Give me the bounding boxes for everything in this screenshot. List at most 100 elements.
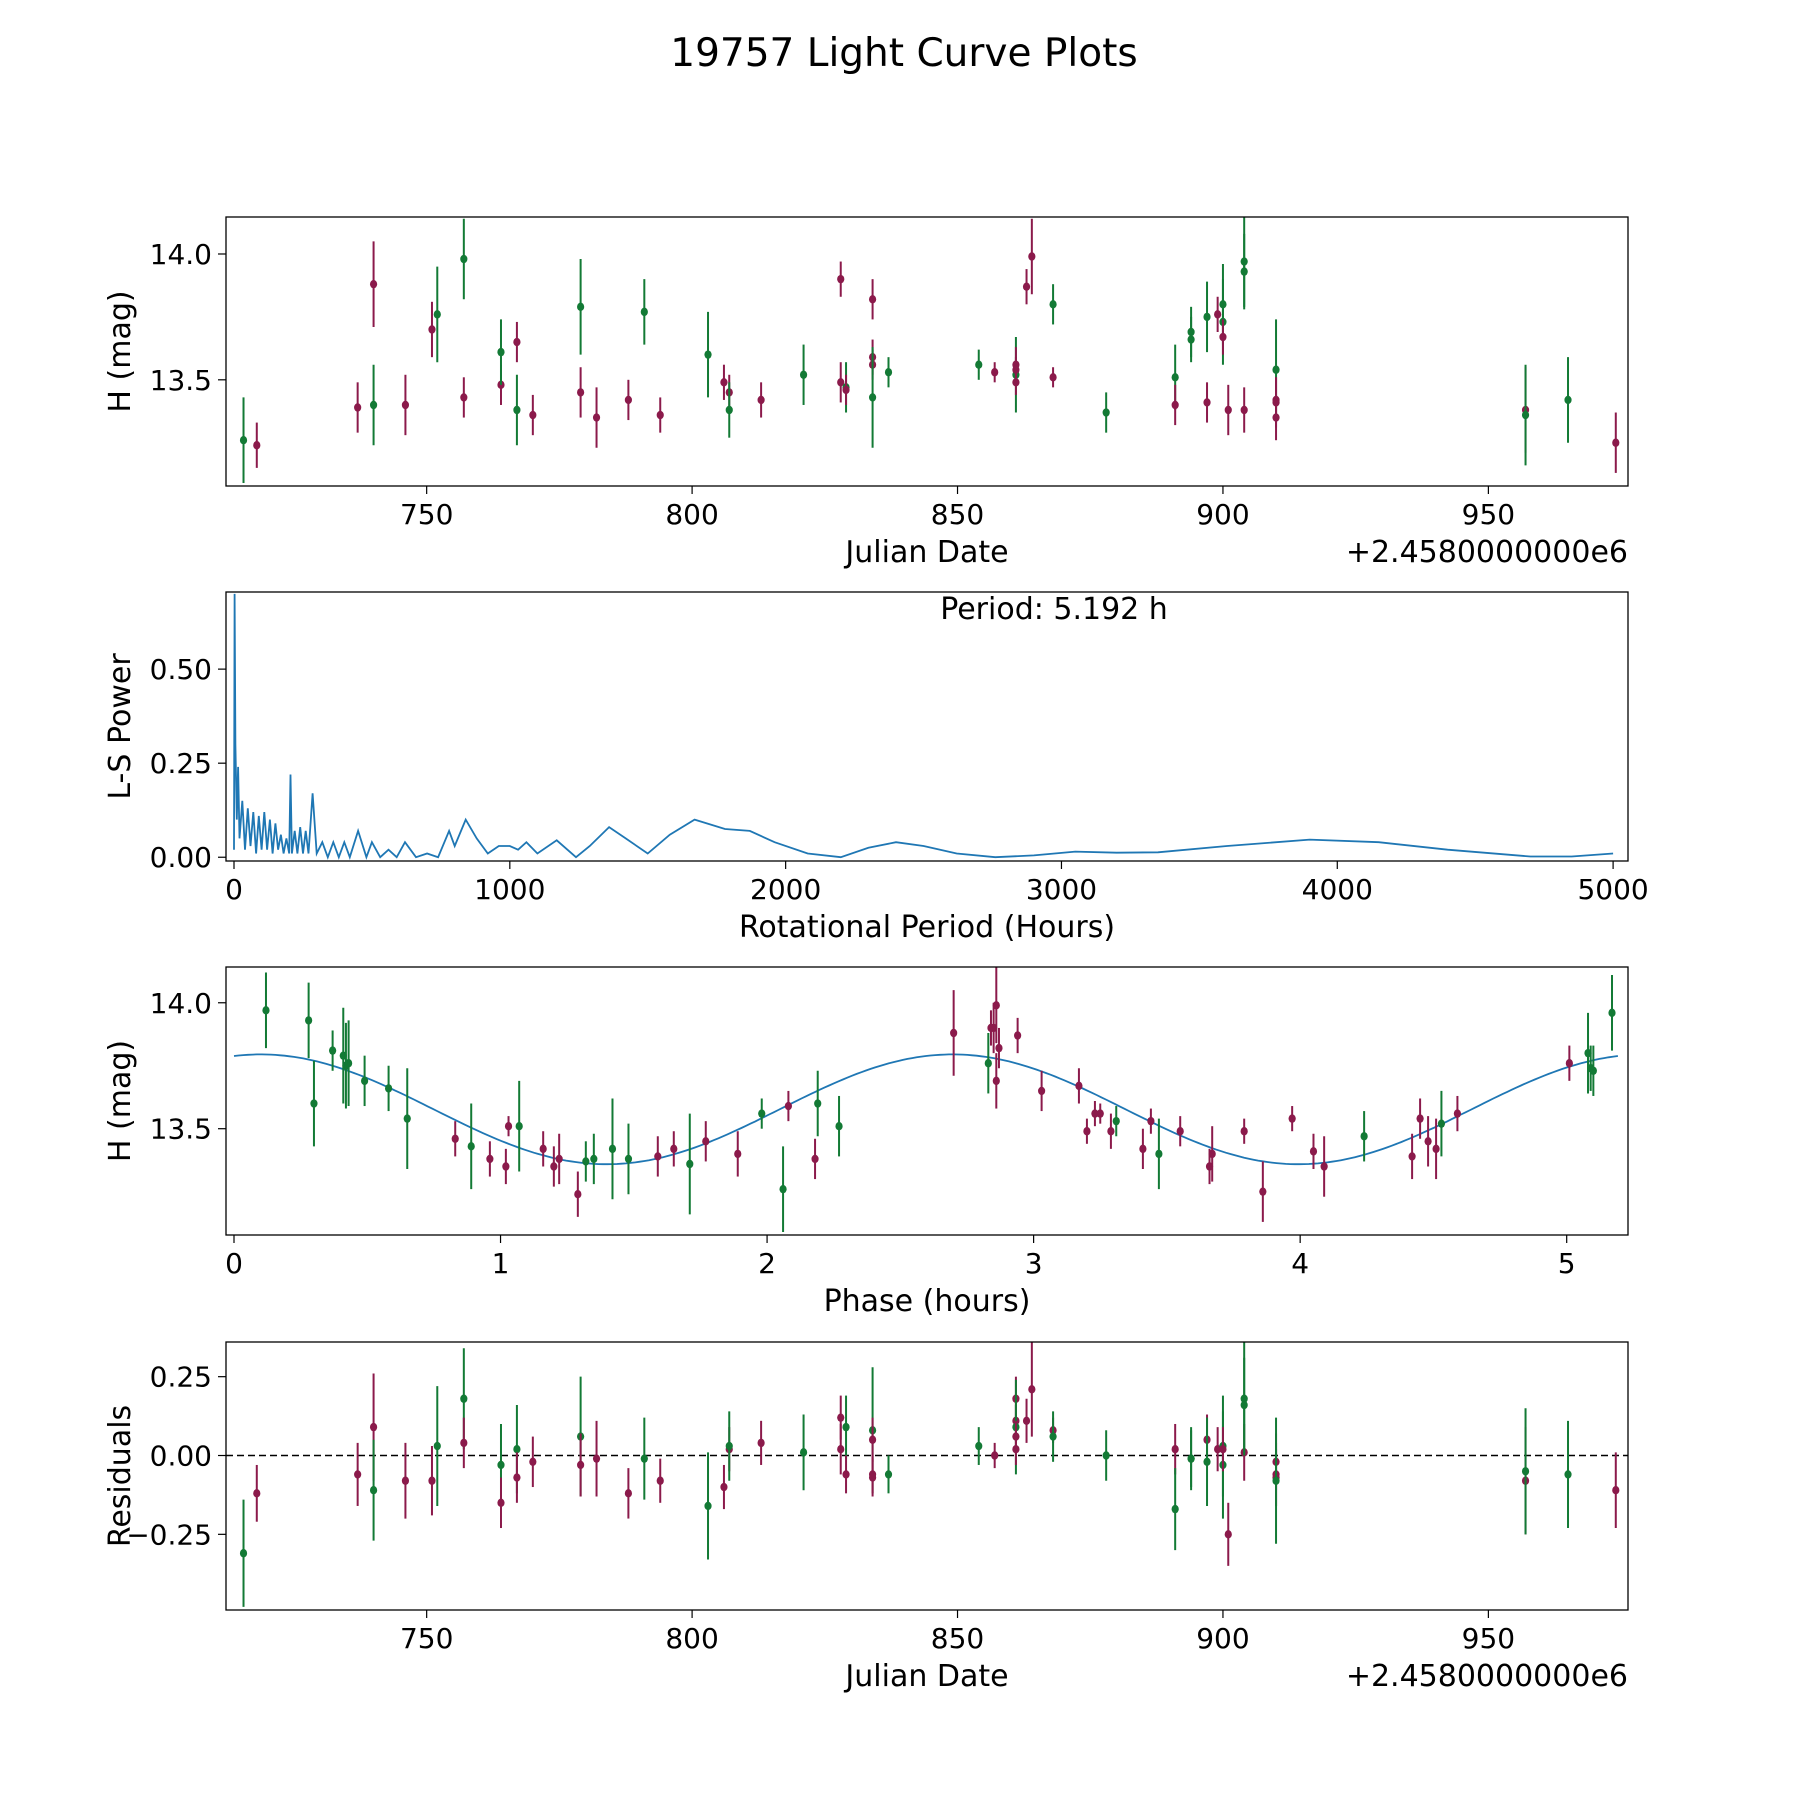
- data-point: [486, 1154, 494, 1164]
- data-point: [1012, 1445, 1020, 1454]
- data-point: [1203, 398, 1211, 407]
- data-point: [1083, 1127, 1091, 1136]
- data-point: [253, 1489, 261, 1498]
- plot-area: [233, 593, 1614, 860]
- y-tick-label: 14.0: [150, 238, 212, 271]
- data-point: [784, 1101, 792, 1111]
- data-point: [640, 1454, 648, 1463]
- x-tick-label: 2: [758, 1247, 776, 1280]
- data-point: [1028, 252, 1036, 261]
- data-point: [757, 1438, 765, 1448]
- light-curve-panel: 750 800 850 900 950 13.5 14.0 Julian Date H (mag…: [103, 216, 1629, 570]
- data-point: [539, 1144, 547, 1154]
- data-point: [529, 1457, 537, 1467]
- plot-area: [226, 1342, 1628, 1607]
- data-point: [550, 1162, 558, 1171]
- x-offset-text: +2.4580000000e6: [1346, 535, 1628, 570]
- data-point: [1107, 1127, 1115, 1136]
- data-point: [608, 1144, 617, 1154]
- data-point: [686, 1159, 694, 1169]
- data-point: [757, 395, 765, 405]
- data-point: [868, 1473, 877, 1482]
- data-point: [305, 1016, 313, 1025]
- data-point: [401, 1476, 410, 1485]
- data-point: [1022, 1416, 1031, 1426]
- data-point: [590, 1154, 598, 1164]
- y-tick-label: 14.0: [150, 987, 212, 1020]
- x-tick-label: 5000: [1577, 873, 1648, 906]
- data-point: [1432, 1144, 1440, 1154]
- data-point: [460, 1394, 468, 1403]
- y-tick-label: 0.50: [150, 653, 212, 686]
- data-point: [884, 1470, 893, 1479]
- data-point: [1272, 365, 1280, 374]
- data-point: [991, 368, 999, 377]
- data-point: [1049, 1432, 1057, 1441]
- x-tick-label: 850: [931, 498, 984, 531]
- x-tick-label: 4: [1291, 1247, 1309, 1280]
- data-point: [868, 393, 877, 402]
- y-axis-label: H (mag): [103, 1040, 138, 1162]
- data-point: [460, 393, 468, 402]
- data-point: [354, 403, 362, 412]
- data-point: [467, 1142, 475, 1151]
- data-point: [1155, 1149, 1163, 1159]
- y-tick-label: 0.25: [150, 1361, 212, 1394]
- data-point: [1049, 373, 1057, 382]
- data-point: [992, 1001, 1000, 1010]
- y-axis-label: Residuals: [103, 1405, 138, 1547]
- data-point: [1219, 1445, 1227, 1454]
- x-tick-label: 900: [1196, 1622, 1249, 1655]
- x-tick-label: 2000: [750, 873, 821, 906]
- data-point: [1022, 282, 1031, 291]
- data-point: [1408, 1152, 1416, 1161]
- x-tick-label: 750: [400, 498, 453, 531]
- x-tick-label: 5: [1558, 1247, 1576, 1280]
- data-point: [1224, 1530, 1232, 1539]
- data-point: [837, 378, 845, 387]
- data-point: [428, 325, 436, 334]
- y-axis-label: H (mag): [103, 290, 138, 412]
- y-tick-label: 13.5: [150, 364, 212, 397]
- axes-frame: [225, 216, 1629, 487]
- data-point: [513, 405, 521, 415]
- data-point: [361, 1076, 369, 1086]
- data-point: [725, 1441, 733, 1451]
- data-point: [497, 1498, 505, 1508]
- data-point: [577, 388, 585, 397]
- data-point: [451, 1134, 459, 1143]
- data-point: [345, 1059, 353, 1068]
- data-point: [582, 1157, 590, 1166]
- data-point: [1012, 378, 1020, 387]
- x-tick-label: 0: [225, 873, 243, 906]
- data-point: [1171, 373, 1179, 382]
- x-tick-label: 950: [1462, 1622, 1515, 1655]
- data-point: [369, 400, 378, 410]
- data-point: [1288, 1114, 1296, 1123]
- data-point: [354, 1470, 362, 1479]
- data-point: [734, 1149, 742, 1159]
- data-point: [1014, 1031, 1022, 1040]
- data-point: [1360, 1132, 1368, 1141]
- data-point: [428, 1476, 436, 1485]
- plot-area: [239, 217, 1620, 483]
- periodogram-line: [233, 593, 1614, 860]
- x-tick-label: 0: [225, 1247, 243, 1280]
- data-point: [1102, 1451, 1110, 1460]
- period-annotation: Period: 5.192 h: [940, 592, 1168, 627]
- data-point: [984, 1059, 992, 1068]
- data-point: [814, 1099, 822, 1108]
- data-point: [1521, 410, 1530, 420]
- data-point: [1028, 1385, 1036, 1394]
- data-point: [837, 1445, 845, 1454]
- data-point: [529, 410, 537, 420]
- data-point: [1187, 335, 1195, 344]
- data-point: [884, 368, 893, 377]
- data-point: [656, 410, 664, 420]
- data-point: [975, 1441, 983, 1451]
- data-point: [460, 254, 468, 264]
- data-point: [1564, 395, 1572, 405]
- data-point: [992, 1076, 1000, 1086]
- x-tick-label: 1: [492, 1247, 510, 1280]
- data-point: [950, 1028, 958, 1038]
